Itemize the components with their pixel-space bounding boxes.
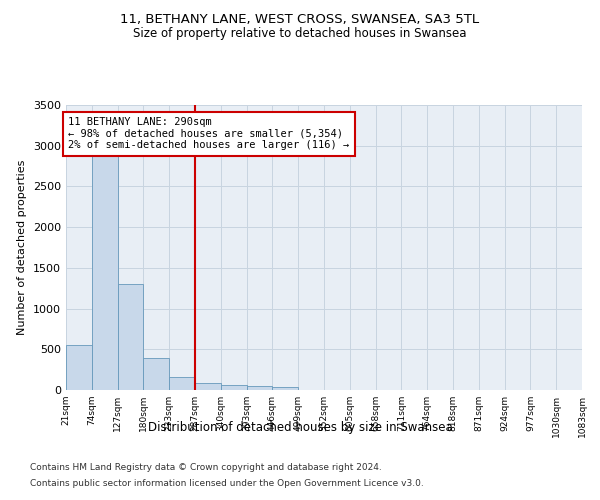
Bar (247, 386, 272, 390)
Bar (221, 384, 247, 390)
Bar (195, 382, 221, 390)
Y-axis label: Number of detached properties: Number of detached properties (17, 160, 28, 335)
Bar (66, 345, 92, 390)
Bar (118, 284, 143, 390)
Text: Contains HM Land Registry data © Crown copyright and database right 2024.: Contains HM Land Registry data © Crown c… (30, 464, 382, 472)
Bar (143, 358, 169, 390)
Text: Size of property relative to detached houses in Swansea: Size of property relative to detached ho… (133, 28, 467, 40)
Text: Contains public sector information licensed under the Open Government Licence v3: Contains public sector information licen… (30, 478, 424, 488)
Bar (272, 386, 298, 390)
Bar (169, 377, 195, 390)
Bar (92, 150, 118, 390)
Text: 11 BETHANY LANE: 290sqm
← 98% of detached houses are smaller (5,354)
2% of semi-: 11 BETHANY LANE: 290sqm ← 98% of detache… (68, 117, 350, 150)
Text: Distribution of detached houses by size in Swansea: Distribution of detached houses by size … (148, 421, 452, 434)
Text: 11, BETHANY LANE, WEST CROSS, SWANSEA, SA3 5TL: 11, BETHANY LANE, WEST CROSS, SWANSEA, S… (121, 12, 479, 26)
